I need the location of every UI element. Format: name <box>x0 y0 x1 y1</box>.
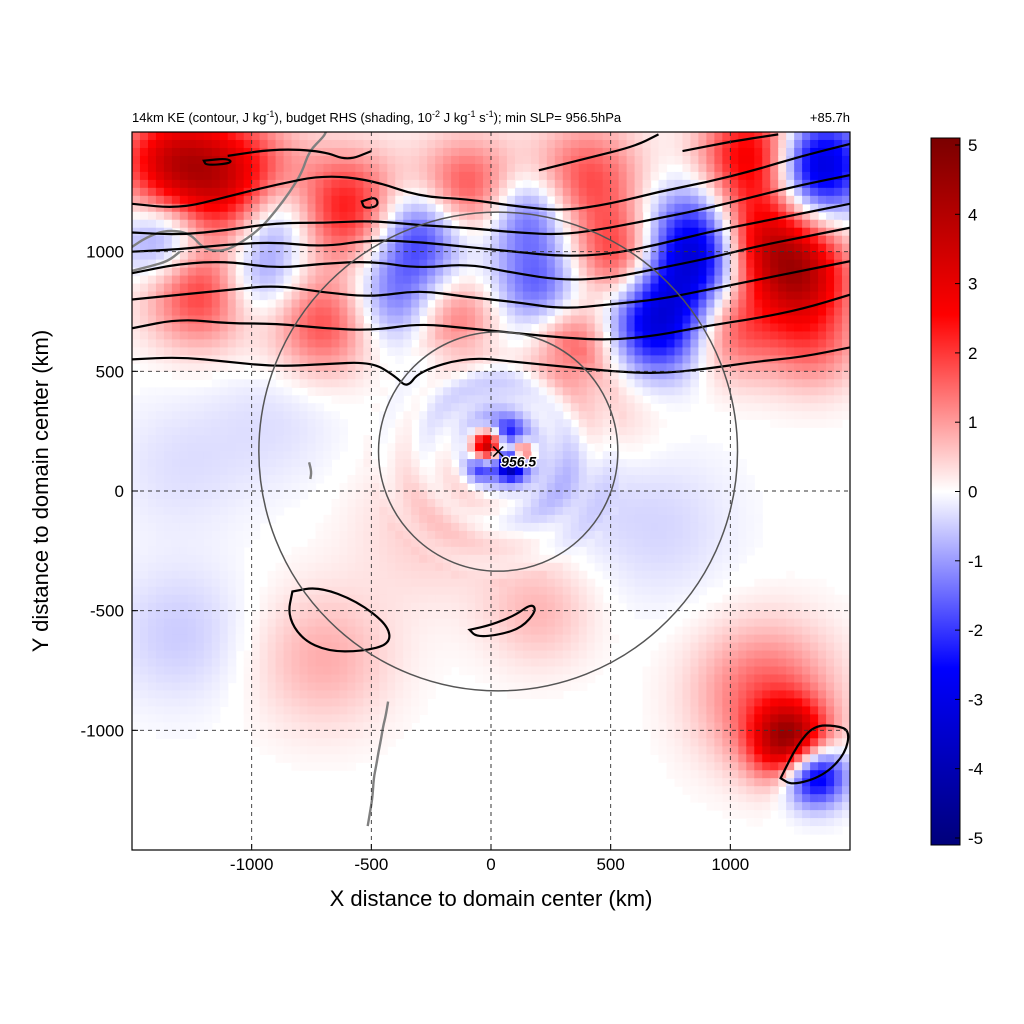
range-circle <box>258 211 739 692</box>
storm-center-marker <box>492 445 504 458</box>
colorbar-tick-label: -1 <box>968 552 983 571</box>
ke-contour-line <box>538 133 659 172</box>
coastline-segment <box>307 462 313 480</box>
chart-title: 14km KE (contour, J kg-1), budget RHS (s… <box>132 109 622 125</box>
ke-contour-line <box>132 260 850 309</box>
y-axis-title: Y distance to domain center (km) <box>28 330 53 652</box>
y-axis-ticks: -1000 -500 0 500 1000 <box>81 243 138 740</box>
colorbar-tick-label: 4 <box>968 205 977 224</box>
x-axis-ticks: -1000 -500 0 500 1000 <box>230 844 749 874</box>
storm-center: 956.5 <box>492 445 538 471</box>
colorbar-tick-label: -5 <box>968 829 983 848</box>
ke-contour-line <box>227 148 372 160</box>
x-tick-label: -1000 <box>230 855 273 874</box>
range-circle <box>377 331 619 572</box>
y-tick-label: 1000 <box>86 243 124 262</box>
y-tick-label: -500 <box>90 602 124 621</box>
x-tick-label: 1000 <box>711 855 749 874</box>
ke-contour-line <box>132 293 850 341</box>
colorbar-tick-label: 2 <box>968 344 977 363</box>
plot-area: 956.5 <box>132 132 850 850</box>
ke-contour-line <box>132 226 850 281</box>
colorbar-tick-label: -4 <box>968 760 983 779</box>
colorbar-tick-label: -3 <box>968 690 983 709</box>
colorbar-ticks: 5 4 3 2 1 0 -1 -2 -3 -4 -5 <box>955 136 983 848</box>
ke-contour-line <box>132 202 850 257</box>
coastline-segment <box>366 701 390 827</box>
x-tick-label: 0 <box>486 855 495 874</box>
ke-closed-contour <box>360 197 379 209</box>
ke-contours <box>132 133 850 785</box>
ke-contour-line <box>132 346 850 386</box>
range-circles <box>258 211 739 692</box>
colorbar-tick-label: 5 <box>968 136 977 155</box>
colorbar-tick-label: 0 <box>968 483 977 502</box>
x-tick-label: 500 <box>596 855 624 874</box>
y-tick-label: 0 <box>115 482 124 501</box>
coastline-segment <box>132 250 181 272</box>
storm-center-label: 956.5 <box>501 454 536 470</box>
x-axis-title: X distance to domain center (km) <box>330 886 653 911</box>
colorbar-tick-label: -2 <box>968 621 983 640</box>
ke-contour-line <box>132 174 850 236</box>
y-tick-label: -1000 <box>81 721 124 740</box>
ke-contour-line <box>132 142 850 211</box>
ke-contour-line <box>682 133 779 153</box>
y-tick-label: 500 <box>96 362 124 381</box>
ke-closed-contour <box>779 724 850 785</box>
x-tick-label: -500 <box>354 855 388 874</box>
colorbar-tick-label: 1 <box>968 413 977 432</box>
ke-closed-contour <box>467 604 536 638</box>
ke-closed-contour <box>202 158 232 166</box>
chart-time-label: +85.7h <box>810 110 850 125</box>
ke-closed-contour <box>288 587 391 653</box>
colorbar-tick-label: 3 <box>968 275 977 294</box>
